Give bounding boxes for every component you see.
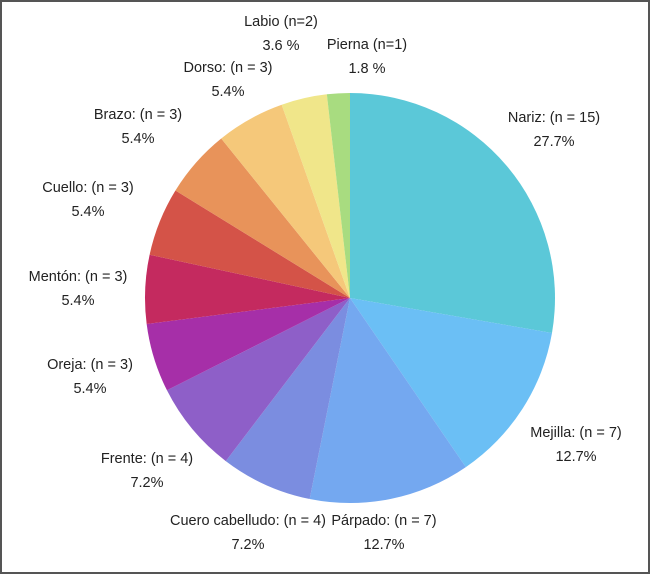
slice-label: Párpado: (n = 7) <box>331 513 436 529</box>
slice-label: Pierna (n=1) <box>327 37 407 53</box>
slice-label: Mejilla: (n = 7) <box>530 425 621 441</box>
pie-slice <box>149 190 350 298</box>
value-label: 3.6 % <box>262 38 299 54</box>
value-label: 12.7% <box>555 449 596 465</box>
pie-slice <box>281 94 350 298</box>
value-label: 5.4% <box>61 293 94 309</box>
slice-label: Nariz: (n = 15) <box>508 110 600 126</box>
value-label: 27.7% <box>533 134 574 150</box>
slice-label: Brazo: (n = 3) <box>94 107 182 123</box>
value-label: 1.8 % <box>348 61 385 77</box>
value-label: 7.2% <box>130 475 163 491</box>
pie-slice <box>145 254 350 325</box>
value-label: 5.4% <box>211 84 244 100</box>
pie-slice <box>225 298 350 499</box>
slice-label: Dorso: (n = 3) <box>183 60 272 76</box>
pie-slice <box>326 93 350 298</box>
slice-label: Cuello: (n = 3) <box>42 180 133 196</box>
slice-label: Labio (n=2) <box>244 14 318 30</box>
value-label: 12.7% <box>363 537 404 553</box>
slice-label: Frente: (n = 4) <box>101 451 193 467</box>
value-label: 5.4% <box>121 131 154 147</box>
value-label: 5.4% <box>73 381 106 397</box>
pie-slice <box>146 298 350 391</box>
slice-label: Cuero cabelludo: (n = 4) <box>170 513 326 529</box>
slice-label: Mentón: (n = 3) <box>29 269 128 285</box>
pie-slice <box>350 93 555 333</box>
slice-label: Oreja: (n = 3) <box>47 357 133 373</box>
pie-slice <box>166 298 350 462</box>
pie-slice <box>221 104 350 299</box>
pie-slice <box>309 298 466 504</box>
value-label: 7.2% <box>231 537 264 553</box>
pie-slice <box>175 138 350 298</box>
value-label: 5.4% <box>71 204 104 220</box>
pie-slice <box>350 298 552 468</box>
